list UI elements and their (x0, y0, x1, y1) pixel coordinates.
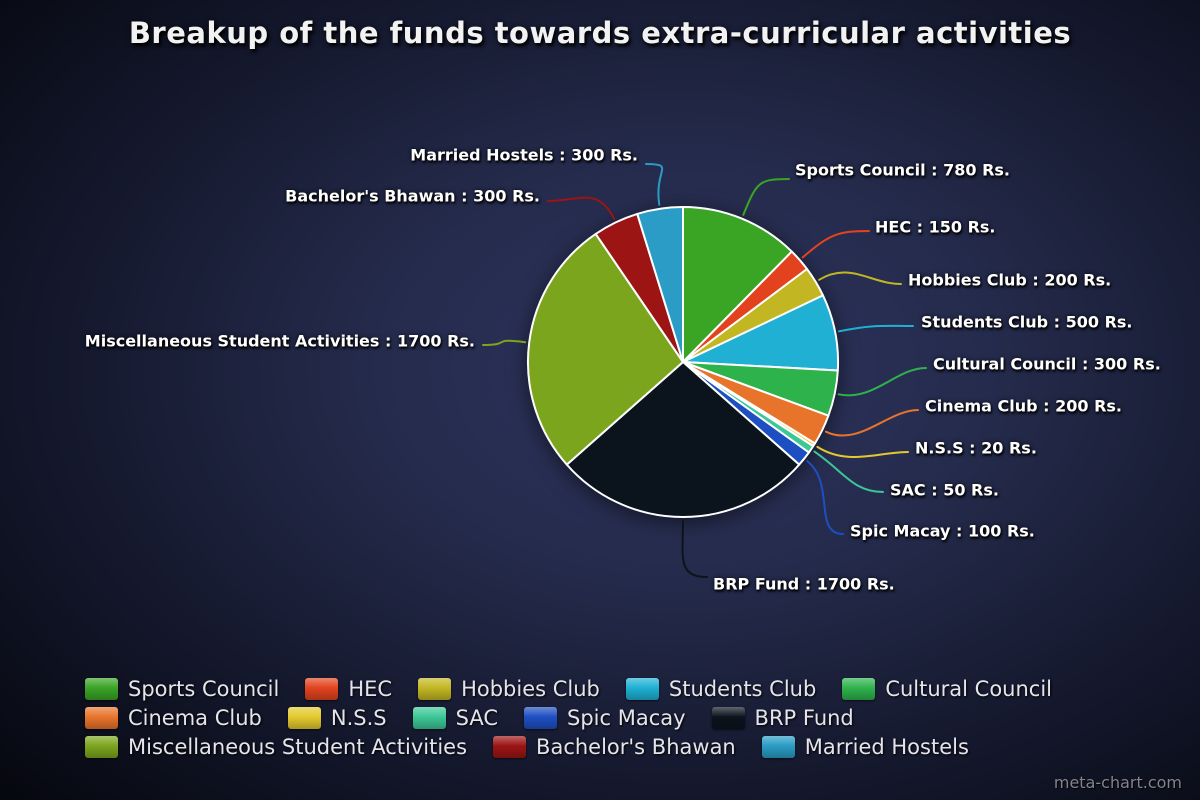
legend-swatch-married-hostels (761, 736, 795, 758)
legend-label: Cultural Council (885, 677, 1053, 701)
legend-label: Hobbies Club (461, 677, 600, 701)
legend-item-sac: SAC (412, 706, 498, 730)
legend-swatch-bachelor-s-bhawan (493, 736, 527, 758)
leader-line-students-club (838, 324, 914, 333)
legend-item-brp-fund: BRP Fund (711, 706, 854, 730)
slice-label-cultural-council: Cultural Council : 300 Rs. (933, 354, 1161, 374)
slice-label-bachelor-s-bhawan: Bachelor's Bhawan : 300 Rs. (285, 186, 540, 206)
leader-line-married-hostels (645, 163, 664, 206)
legend-label: Students Club (668, 677, 817, 701)
legend-item-hobbies-club: Hobbies Club (418, 677, 600, 701)
legend-row: Miscellaneous Student Activities Bachelor… (85, 735, 1052, 759)
leader-line-bachelor-s-bhawan (547, 196, 615, 220)
legend-swatch-hec (305, 678, 339, 700)
legend-label: Bachelor's Bhawan (536, 735, 736, 759)
legend-swatch-hobbies-club (418, 678, 452, 700)
legend-row: Sports Council HEC Hobbies Club Students Cl… (85, 677, 1052, 701)
leader-line-brp-fund (681, 520, 708, 578)
legend-row: Cinema Club N.S.S SAC Spic Macay BRP Fund (85, 706, 1052, 730)
leader-line-sac (813, 450, 884, 493)
slice-label-spic-macay: Spic Macay : 100 Rs. (850, 521, 1035, 541)
leader-line-spic-macay (806, 460, 844, 535)
leader-line-hec (801, 230, 870, 259)
legend-label: SAC (455, 706, 498, 730)
legend-label: HEC (348, 677, 393, 701)
legend-item-cinema-club: Cinema Club (85, 706, 262, 730)
leader-line-sports-council (742, 178, 790, 216)
legend-item-married-hostels: Married Hostels (761, 735, 969, 759)
legend-item-students-club: Students Club (625, 677, 817, 701)
slice-label-miscellaneous-student-activities: Miscellaneous Student Activities : 1700 … (84, 331, 475, 351)
pie-slice-sports-council (682, 206, 793, 363)
legend-item-spic-macay: Spic Macay (524, 706, 686, 730)
leader-line-miscellaneous-student-activities (482, 339, 527, 346)
leader-line-cinema-club (824, 409, 919, 437)
legend-item-hec: HEC (305, 677, 392, 701)
chart-title: Breakup of the funds towards extra-curri… (128, 16, 1072, 50)
slice-label-hobbies-club: Hobbies Club : 200 Rs. (908, 270, 1112, 290)
slice-label-brp-fund: BRP Fund : 1700 Rs. (713, 574, 895, 594)
pie-slice-miscellaneous-student-activities (526, 232, 684, 466)
legend-swatch-cultural-council (842, 678, 876, 700)
legend-item-bachelor-s-bhawan: Bachelor's Bhawan (493, 735, 736, 759)
pie-slice-married-hostels (636, 206, 684, 363)
legend-label: Cinema Club (128, 706, 262, 730)
watermark: meta-chart.com (1053, 773, 1182, 792)
legend-label: Spic Macay (567, 706, 686, 730)
legend-swatch-spic-macay (524, 707, 557, 729)
legend-swatch-sac (412, 707, 446, 729)
legend-item-n-s-s: N.S.S (287, 706, 387, 730)
legend: Sports Council HEC Hobbies Club Students Cl… (85, 677, 1052, 759)
legend-label: Married Hostels (804, 735, 969, 759)
legend-swatch-n-s-s (287, 707, 321, 729)
legend-item-cultural-council: Cultural Council (842, 677, 1052, 701)
slice-label-hec: HEC : 150 Rs. (875, 217, 996, 237)
slice-label-students-club: Students Club : 500 Rs. (921, 312, 1133, 332)
legend-swatch-sports-council (85, 678, 118, 700)
legend-swatch-brp-fund (711, 707, 745, 729)
leader-line-n-s-s (816, 445, 909, 459)
legend-label: N.S.S (330, 706, 387, 730)
leader-line-cultural-council (837, 367, 927, 397)
legend-swatch-cinema-club (85, 707, 118, 729)
slice-label-n-s-s: N.S.S : 20 Rs. (915, 438, 1037, 458)
legend-swatch-miscellaneous-student-activities (85, 736, 118, 758)
legend-label: BRP Fund (754, 706, 854, 730)
legend-swatch-students-club (625, 678, 659, 700)
slice-label-sac: SAC : 50 Rs. (890, 480, 999, 500)
legend-item-miscellaneous-student-activities: Miscellaneous Student Activities (85, 735, 467, 759)
slice-label-cinema-club: Cinema Club : 200 Rs. (925, 396, 1123, 416)
pie-slice-brp-fund (565, 361, 801, 519)
legend-label: Sports Council (128, 677, 280, 701)
leader-line-hobbies-club (818, 271, 902, 285)
slice-label-sports-council: Sports Council : 780 Rs. (795, 160, 1010, 180)
legend-item-sports-council: Sports Council (85, 677, 279, 701)
legend-label: Miscellaneous Student Activities (128, 735, 468, 759)
slice-label-married-hostels: Married Hostels : 300 Rs. (410, 145, 638, 165)
